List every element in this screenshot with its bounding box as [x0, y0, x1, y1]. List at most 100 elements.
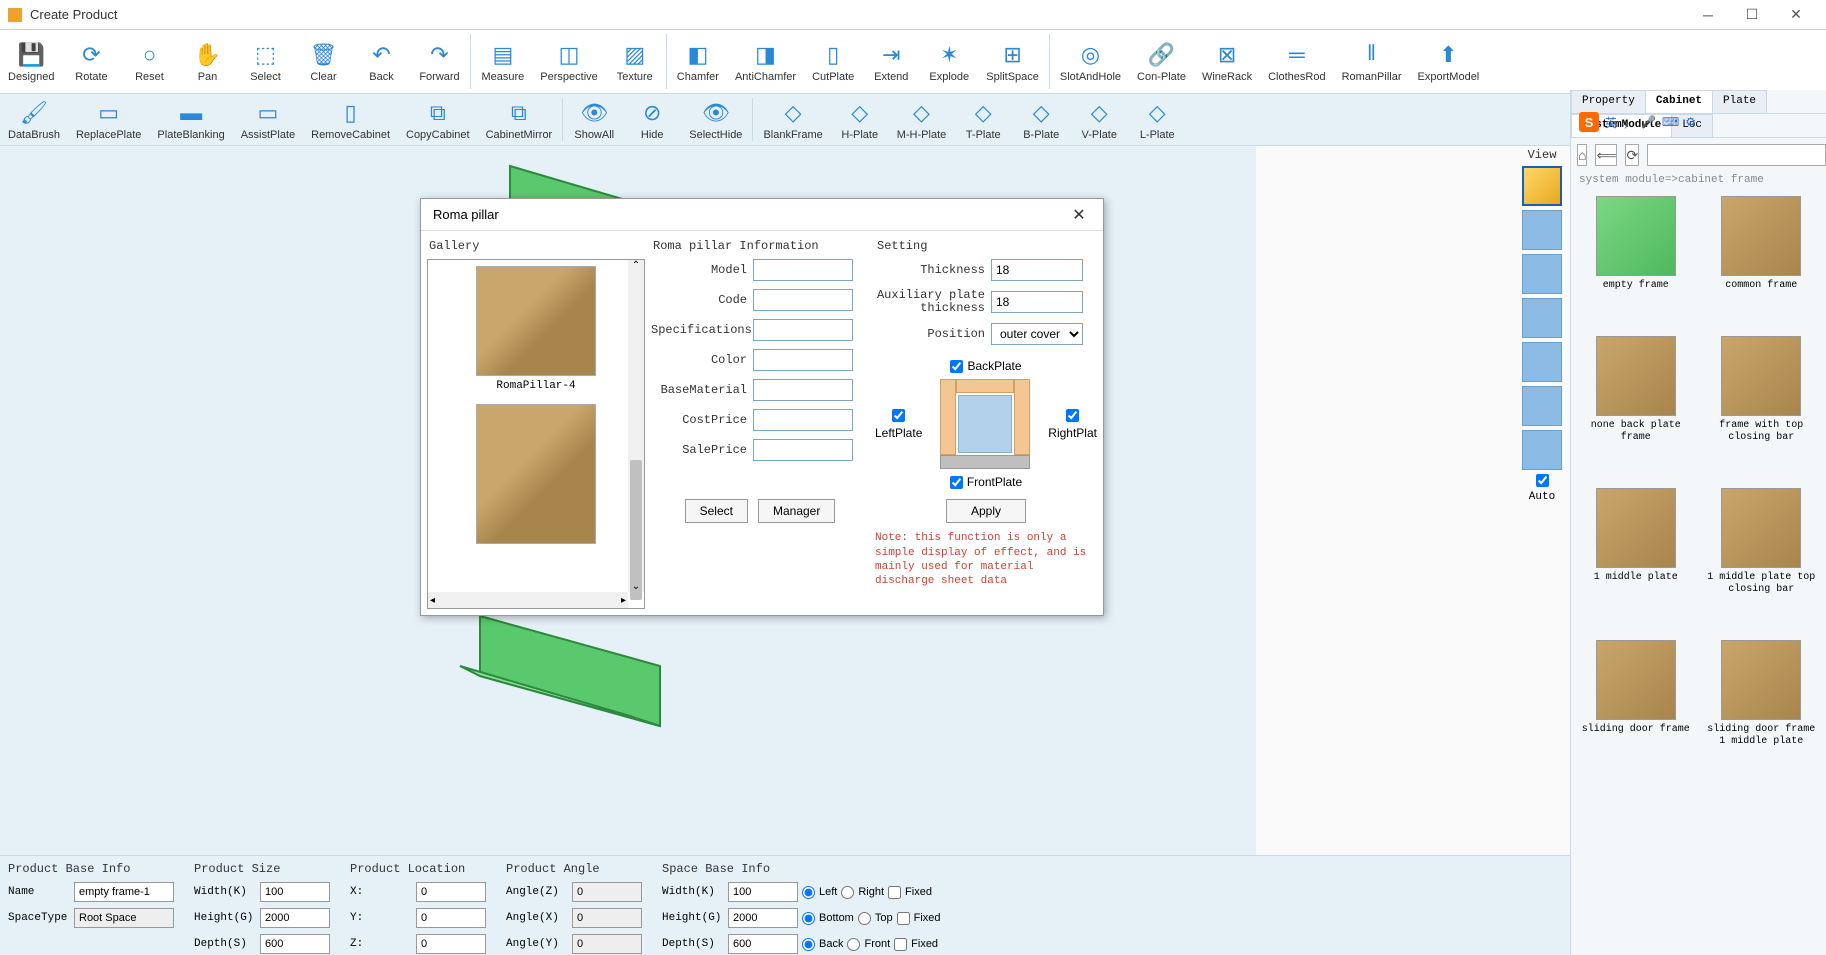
view-top[interactable] — [1522, 386, 1562, 426]
reset-button[interactable]: ○Reset — [120, 30, 178, 93]
back-radio[interactable] — [802, 938, 815, 951]
view-auto-checkbox[interactable] — [1536, 474, 1549, 487]
frame-one-middle-top[interactable]: 1 middle plate top closing bar — [1701, 484, 1823, 632]
minimize-button[interactable]: ─ — [1686, 1, 1730, 29]
explode-button[interactable]: ✶Explode — [920, 30, 978, 93]
frame-common-frame[interactable]: common frame — [1701, 192, 1823, 328]
frame-sliding-door-mid[interactable]: sliding door frame 1 middle plate — [1701, 636, 1823, 784]
fixed-h-checkbox[interactable] — [897, 912, 910, 925]
gallery-listbox[interactable]: RomaPillar-4 ⌃⌄ ◂▸ — [427, 259, 645, 609]
spec-input[interactable] — [753, 319, 853, 341]
selecthide-button[interactable]: 👁SelectHide — [681, 94, 750, 145]
home-button[interactable]: ⌂ — [1577, 144, 1587, 166]
x-input[interactable] — [416, 882, 486, 902]
model-input[interactable] — [753, 259, 853, 281]
designed-button[interactable]: 💾Designed — [0, 30, 62, 93]
front-radio[interactable] — [847, 938, 860, 951]
texture-button[interactable]: ▨Texture — [606, 30, 664, 93]
color-input[interactable] — [753, 349, 853, 371]
name-input[interactable] — [74, 882, 174, 902]
height-input[interactable] — [260, 908, 330, 928]
fixed-w-checkbox[interactable] — [888, 886, 901, 899]
frontplate-checkbox[interactable] — [950, 476, 963, 489]
hplate-button[interactable]: ◇H-Plate — [831, 94, 889, 145]
gallery-hscrollbar[interactable]: ◂▸ — [428, 592, 628, 608]
mhplate-button[interactable]: ◇M-H-Plate — [889, 94, 955, 145]
sale-input[interactable] — [753, 439, 853, 461]
close-button[interactable]: ✕ — [1774, 1, 1818, 29]
cabinetmirror-button[interactable]: ⧉CabinetMirror — [478, 94, 561, 145]
splitspace-button[interactable]: ⊞SplitSpace — [978, 30, 1047, 93]
z-input[interactable] — [416, 934, 486, 954]
copycabinet-button[interactable]: ⧉CopyCabinet — [398, 94, 478, 145]
bottom-radio[interactable] — [802, 912, 815, 925]
chamfer-button[interactable]: ◧Chamfer — [669, 30, 727, 93]
y-input[interactable] — [416, 908, 486, 928]
forward-button[interactable]: ↷Forward — [410, 30, 468, 93]
thickness-input[interactable] — [991, 259, 1083, 281]
aux-input[interactable] — [991, 291, 1083, 313]
showall-button[interactable]: 👁ShowAll — [565, 94, 623, 145]
view-right[interactable] — [1522, 342, 1562, 382]
conplate-button[interactable]: 🔗Con-Plate — [1129, 30, 1194, 93]
antichamfer-button[interactable]: ◨AntiChamfer — [727, 30, 804, 93]
sdepth-input[interactable] — [728, 934, 798, 954]
select-button[interactable]: ⬚Select — [236, 30, 294, 93]
bplate-button[interactable]: ◇B-Plate — [1012, 94, 1070, 145]
view-bottom[interactable] — [1522, 430, 1562, 470]
clothesrod-button[interactable]: ═ClothesRod — [1260, 30, 1333, 93]
hide-button[interactable]: ⊘Hide — [623, 94, 681, 145]
frame-sliding-door[interactable]: sliding door frame — [1575, 636, 1697, 784]
sheight-input[interactable] — [728, 908, 798, 928]
gallery-item[interactable] — [428, 398, 644, 550]
refresh-button[interactable]: ⟳ — [1625, 144, 1639, 166]
back-nav-button[interactable]: ⟸ — [1595, 144, 1617, 166]
view-iso[interactable] — [1522, 166, 1562, 206]
clear-button[interactable]: 🗑Clear — [294, 30, 352, 93]
removecabinet-button[interactable]: ▯RemoveCabinet — [303, 94, 398, 145]
rotate-button[interactable]: ⟳Rotate — [62, 30, 120, 93]
frame-none-back[interactable]: none back plate frame — [1575, 332, 1697, 480]
left-radio[interactable] — [802, 886, 815, 899]
apply-button[interactable]: Apply — [946, 499, 1026, 523]
exportmodel-button[interactable]: ⬆ExportModel — [1410, 30, 1488, 93]
position-select[interactable]: outer cover — [991, 323, 1083, 345]
winerack-button[interactable]: ⊠WineRack — [1194, 30, 1260, 93]
perspective-button[interactable]: ◫Perspective — [532, 30, 605, 93]
lplate-button[interactable]: ◇L-Plate — [1128, 94, 1186, 145]
plateblanking-button[interactable]: ▬PlateBlanking — [149, 94, 232, 145]
code-input[interactable] — [753, 289, 853, 311]
databrush-button[interactable]: 🖌DataBrush — [0, 94, 68, 145]
right-radio[interactable] — [841, 886, 854, 899]
replaceplate-button[interactable]: ▭ReplacePlate — [68, 94, 149, 145]
manager-button[interactable]: Manager — [758, 499, 835, 523]
width-input[interactable] — [260, 882, 330, 902]
backplate-checkbox[interactable] — [950, 360, 963, 373]
pan-button[interactable]: ✋Pan — [178, 30, 236, 93]
leftplate-checkbox[interactable] — [892, 409, 905, 422]
view-front[interactable] — [1522, 210, 1562, 250]
rightplate-checkbox[interactable] — [1066, 409, 1079, 422]
basemat-input[interactable] — [753, 379, 853, 401]
cutplate-button[interactable]: ▯CutPlate — [804, 30, 862, 93]
maximize-button[interactable]: ☐ — [1730, 1, 1774, 29]
search-input[interactable] — [1647, 144, 1826, 166]
ime-toolbar[interactable]: S 英 ， 🎤 ⌨ ⚙ — [1579, 112, 1696, 132]
tab-plate[interactable]: Plate — [1712, 90, 1767, 113]
slotandhole-button[interactable]: ◎SlotAndHole — [1052, 30, 1129, 93]
frame-empty-frame[interactable]: empty frame — [1575, 192, 1697, 328]
view-back[interactable] — [1522, 254, 1562, 294]
back-button[interactable]: ↶Back — [352, 30, 410, 93]
view-left[interactable] — [1522, 298, 1562, 338]
depth-input[interactable] — [260, 934, 330, 954]
romanpillar-button[interactable]: 𝍪RomanPillar — [1334, 30, 1410, 93]
gallery-scrollbar[interactable]: ⌃⌄ — [628, 260, 644, 592]
vplate-button[interactable]: ◇V-Plate — [1070, 94, 1128, 145]
select-button[interactable]: Select — [685, 499, 748, 523]
tab-cabinet[interactable]: Cabinet — [1645, 90, 1713, 113]
dialog-close-button[interactable]: ✕ — [1067, 205, 1091, 225]
frame-one-middle[interactable]: 1 middle plate — [1575, 484, 1697, 632]
frame-top-closing[interactable]: frame with top closing bar — [1701, 332, 1823, 480]
tab-property[interactable]: Property — [1571, 90, 1646, 113]
assistplate-button[interactable]: ▭AssistPlate — [233, 94, 303, 145]
